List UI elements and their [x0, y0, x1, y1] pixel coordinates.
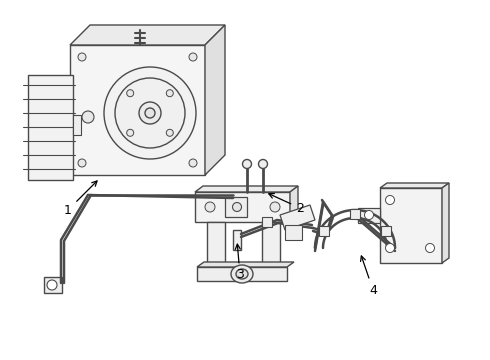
Ellipse shape: [189, 159, 197, 167]
Polygon shape: [195, 192, 290, 222]
Polygon shape: [380, 188, 442, 263]
Polygon shape: [207, 222, 225, 267]
Ellipse shape: [166, 90, 173, 97]
Polygon shape: [319, 226, 329, 236]
Ellipse shape: [365, 211, 373, 220]
Ellipse shape: [243, 159, 251, 168]
Polygon shape: [442, 183, 449, 263]
Ellipse shape: [104, 67, 196, 159]
Polygon shape: [44, 277, 62, 293]
Text: 2: 2: [269, 194, 304, 215]
Ellipse shape: [189, 53, 197, 61]
Polygon shape: [195, 186, 298, 192]
Polygon shape: [380, 183, 449, 188]
Polygon shape: [233, 230, 241, 250]
Polygon shape: [280, 205, 315, 230]
Ellipse shape: [386, 195, 394, 204]
Text: 4: 4: [361, 256, 377, 297]
Polygon shape: [225, 197, 247, 217]
Polygon shape: [205, 25, 225, 175]
Polygon shape: [358, 208, 380, 223]
Ellipse shape: [259, 159, 268, 168]
Ellipse shape: [205, 202, 215, 212]
Ellipse shape: [386, 243, 394, 252]
Text: 3: 3: [235, 244, 244, 282]
Polygon shape: [262, 217, 272, 227]
Polygon shape: [197, 262, 294, 267]
Ellipse shape: [115, 78, 185, 148]
Ellipse shape: [425, 243, 435, 252]
Polygon shape: [262, 222, 280, 267]
Ellipse shape: [82, 111, 94, 123]
Ellipse shape: [231, 265, 253, 283]
Ellipse shape: [145, 108, 155, 118]
Polygon shape: [197, 267, 287, 281]
Ellipse shape: [127, 90, 134, 97]
Polygon shape: [285, 225, 302, 240]
Ellipse shape: [47, 280, 57, 290]
Polygon shape: [350, 209, 360, 219]
Ellipse shape: [166, 129, 173, 136]
Polygon shape: [290, 186, 298, 222]
Ellipse shape: [78, 53, 86, 61]
Polygon shape: [70, 25, 225, 45]
Polygon shape: [73, 115, 81, 135]
Polygon shape: [70, 45, 205, 175]
Ellipse shape: [78, 159, 86, 167]
Ellipse shape: [236, 269, 248, 279]
Ellipse shape: [232, 202, 242, 212]
Ellipse shape: [139, 102, 161, 124]
Polygon shape: [287, 220, 297, 230]
Ellipse shape: [127, 129, 134, 136]
Polygon shape: [28, 75, 73, 180]
Text: 1: 1: [64, 181, 97, 216]
Polygon shape: [381, 226, 391, 236]
Ellipse shape: [270, 202, 280, 212]
